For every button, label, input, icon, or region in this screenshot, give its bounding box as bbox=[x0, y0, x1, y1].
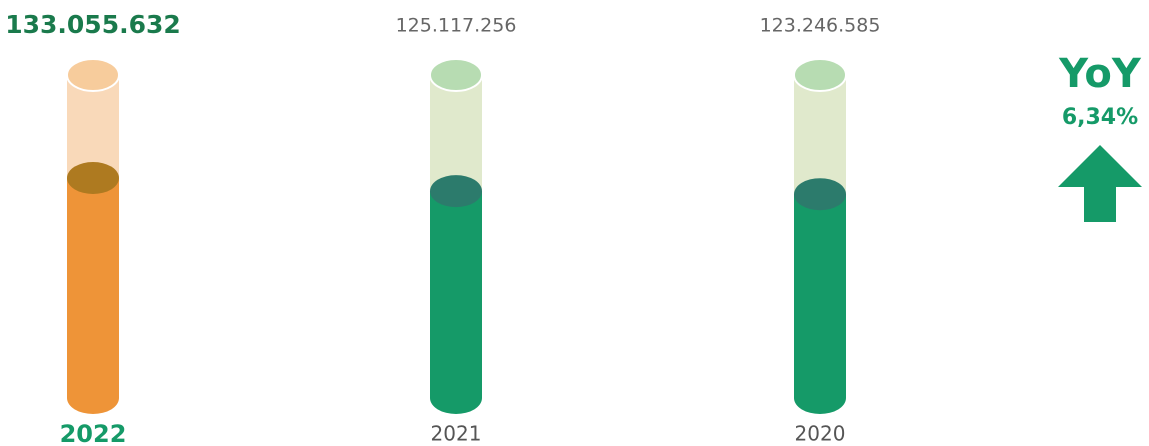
yoy-title: YoY bbox=[1058, 51, 1142, 97]
cylinder-fill bbox=[67, 178, 119, 398]
cylinder-fill-top bbox=[430, 175, 482, 208]
up-arrow bbox=[1058, 145, 1142, 222]
cylinder-top bbox=[793, 58, 847, 92]
cylinder-fill-top bbox=[794, 178, 846, 211]
value-label: 123.246.585 bbox=[760, 15, 881, 37]
value-label: 125.117.256 bbox=[396, 15, 517, 37]
cylinder-fill bbox=[794, 194, 846, 398]
cylinder-top bbox=[66, 58, 120, 92]
category-label: 2021 bbox=[431, 422, 482, 446]
cylinder-top bbox=[429, 58, 483, 92]
cylinder-fill-top bbox=[67, 162, 119, 194]
category-label: 2020 bbox=[795, 422, 846, 446]
value-label: 133.055.632 bbox=[5, 10, 181, 39]
yoy-value: 6,34% bbox=[1062, 105, 1138, 130]
cylinder-fill bbox=[430, 191, 482, 398]
category-label: 2022 bbox=[60, 420, 127, 446]
